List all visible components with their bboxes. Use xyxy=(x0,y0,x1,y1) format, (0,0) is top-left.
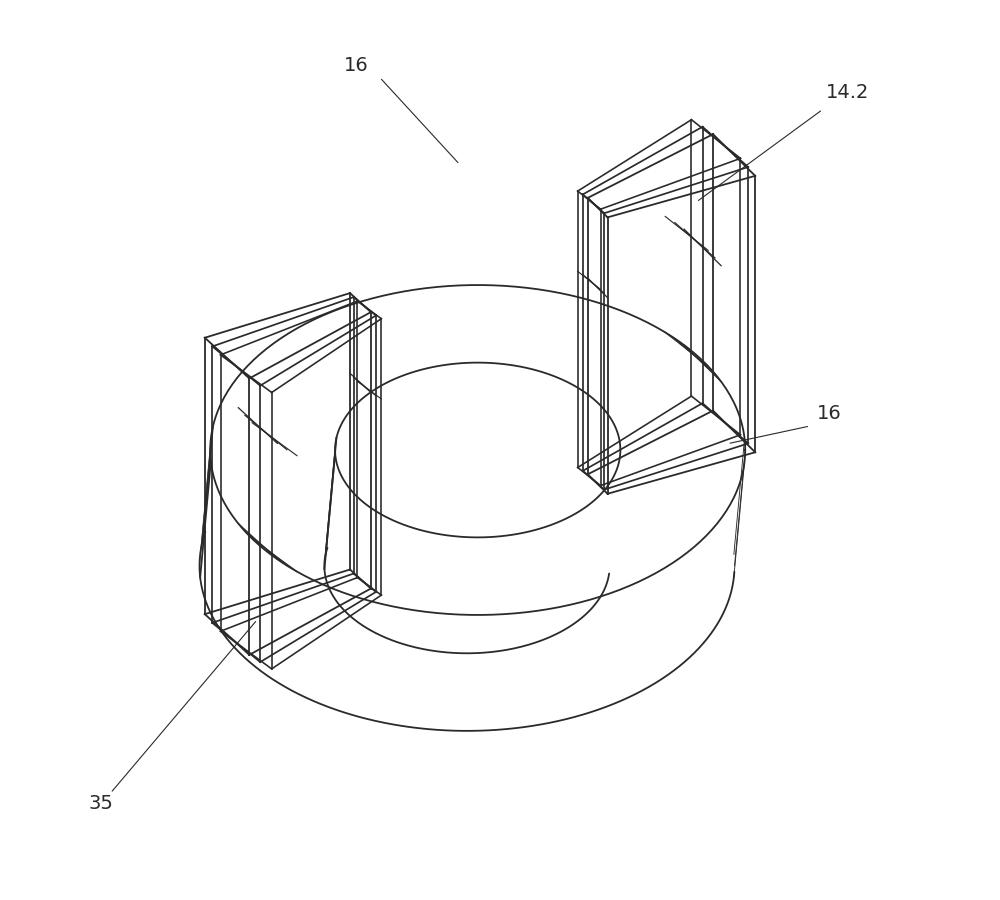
Text: 16: 16 xyxy=(817,404,841,423)
Text: 35: 35 xyxy=(88,795,113,814)
Text: 16: 16 xyxy=(344,56,369,75)
Text: 14.2: 14.2 xyxy=(825,83,869,102)
